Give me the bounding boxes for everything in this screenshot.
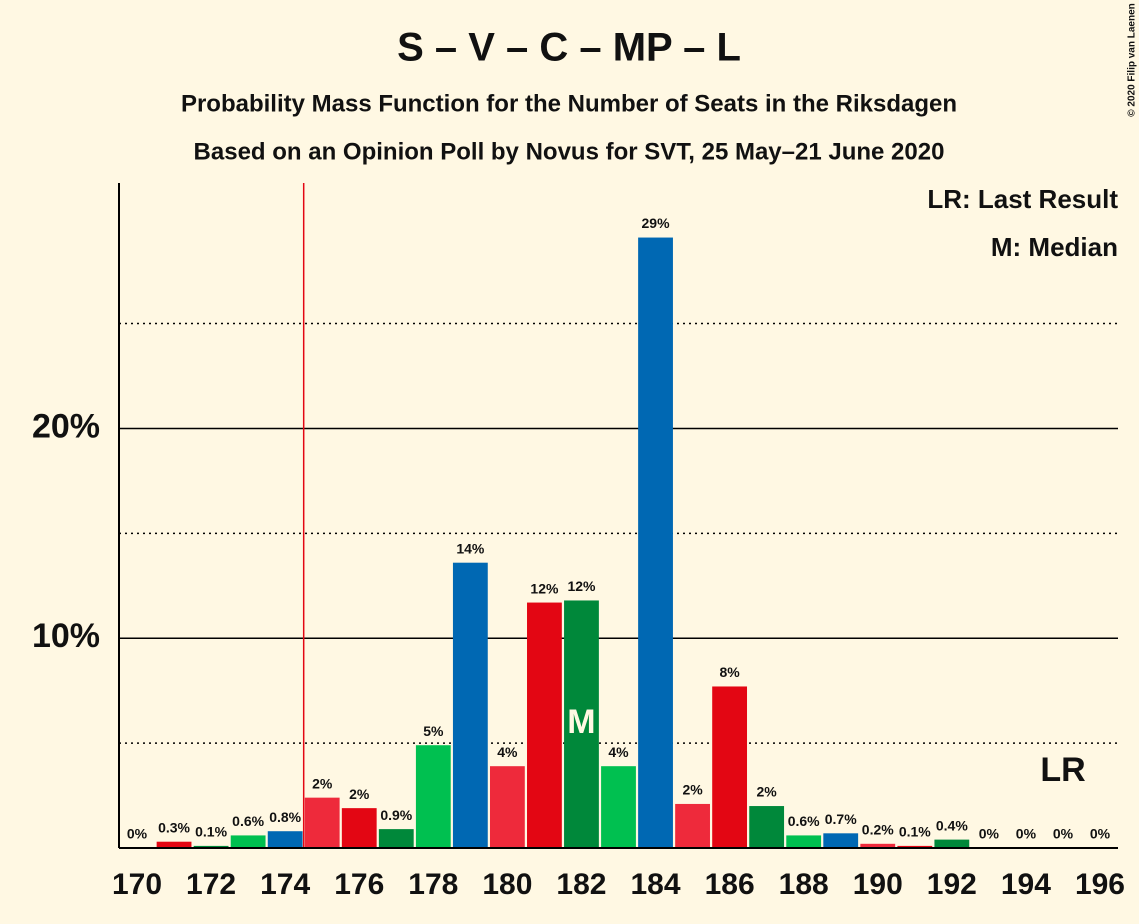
- x-tick-label: 194: [1001, 868, 1051, 901]
- value-label: 0.1%: [899, 824, 931, 840]
- value-label: 0.1%: [195, 824, 227, 840]
- x-tick-label: 196: [1075, 868, 1125, 901]
- x-tick-label: 188: [779, 868, 829, 901]
- value-label: 4%: [497, 744, 518, 760]
- x-tick-label: 182: [556, 868, 606, 901]
- bar: [452, 562, 488, 848]
- value-label: 29%: [642, 215, 671, 231]
- bar: [749, 806, 785, 848]
- bar: [341, 808, 377, 848]
- value-label: 0.6%: [788, 813, 820, 829]
- chart-subtitle: Based on an Opinion Poll by Novus for SV…: [194, 138, 945, 165]
- value-label: 2%: [312, 775, 333, 791]
- value-label: 0%: [127, 826, 148, 842]
- x-tick-label: 192: [927, 868, 977, 901]
- median-label: M: [567, 703, 595, 741]
- y-tick-label: 20%: [32, 407, 100, 445]
- bar: [193, 845, 229, 848]
- x-tick-label: 174: [260, 868, 310, 901]
- x-tick-label: 172: [186, 868, 236, 901]
- bar: [823, 833, 859, 848]
- x-tick-label: 170: [112, 868, 162, 901]
- value-label: 12%: [567, 578, 596, 594]
- last-result-label: LR: [1040, 751, 1085, 789]
- value-label: 5%: [423, 723, 444, 739]
- bar: [415, 745, 451, 848]
- x-tick-label: 186: [705, 868, 755, 901]
- chart-title: S – V – C – MP – L: [397, 26, 741, 70]
- bar: [378, 829, 414, 848]
- value-label: 0.6%: [232, 813, 264, 829]
- bar: [489, 766, 525, 848]
- x-tick-label: 180: [482, 868, 532, 901]
- value-label: 0.7%: [825, 811, 857, 827]
- value-label: 8%: [719, 664, 740, 680]
- bar: [934, 839, 970, 848]
- value-label: 0%: [979, 826, 1000, 842]
- x-tick-label: 190: [853, 868, 903, 901]
- x-tick-label: 178: [408, 868, 458, 901]
- x-tick-label: 184: [631, 868, 681, 901]
- legend-entry: M: Median: [991, 232, 1118, 262]
- value-label: 0%: [1090, 826, 1111, 842]
- bar: [675, 803, 710, 848]
- bar: [304, 797, 340, 848]
- bar: [230, 835, 266, 848]
- value-label: 0%: [1053, 826, 1074, 842]
- chart-subtitle: Probability Mass Function for the Number…: [181, 90, 957, 117]
- bar: [267, 831, 303, 848]
- bar: [156, 841, 192, 848]
- value-label: 14%: [456, 540, 485, 556]
- bar: [601, 766, 636, 848]
- bar: [527, 602, 562, 848]
- value-label: 2%: [349, 786, 370, 802]
- value-label: 2%: [682, 782, 703, 798]
- bar: [897, 845, 933, 848]
- bar: [712, 686, 748, 848]
- copyright: © 2020 Filip van Laenen: [1127, 3, 1138, 117]
- bar: [786, 835, 822, 848]
- bar: [638, 237, 673, 848]
- value-label: 12%: [530, 580, 559, 596]
- value-label: 2%: [757, 784, 778, 800]
- value-label: 0.8%: [269, 809, 301, 825]
- value-label: 0.9%: [380, 807, 412, 823]
- value-label: 0.3%: [158, 819, 190, 835]
- bar: [564, 600, 599, 848]
- value-label: 0%: [1016, 826, 1037, 842]
- value-label: 0.2%: [862, 822, 894, 838]
- x-tick-label: 176: [334, 868, 384, 901]
- value-label: 4%: [608, 744, 629, 760]
- legend-entry: LR: Last Result: [927, 184, 1118, 214]
- value-label: 0.4%: [936, 817, 968, 833]
- bar: [860, 843, 896, 848]
- y-tick-label: 10%: [32, 617, 100, 655]
